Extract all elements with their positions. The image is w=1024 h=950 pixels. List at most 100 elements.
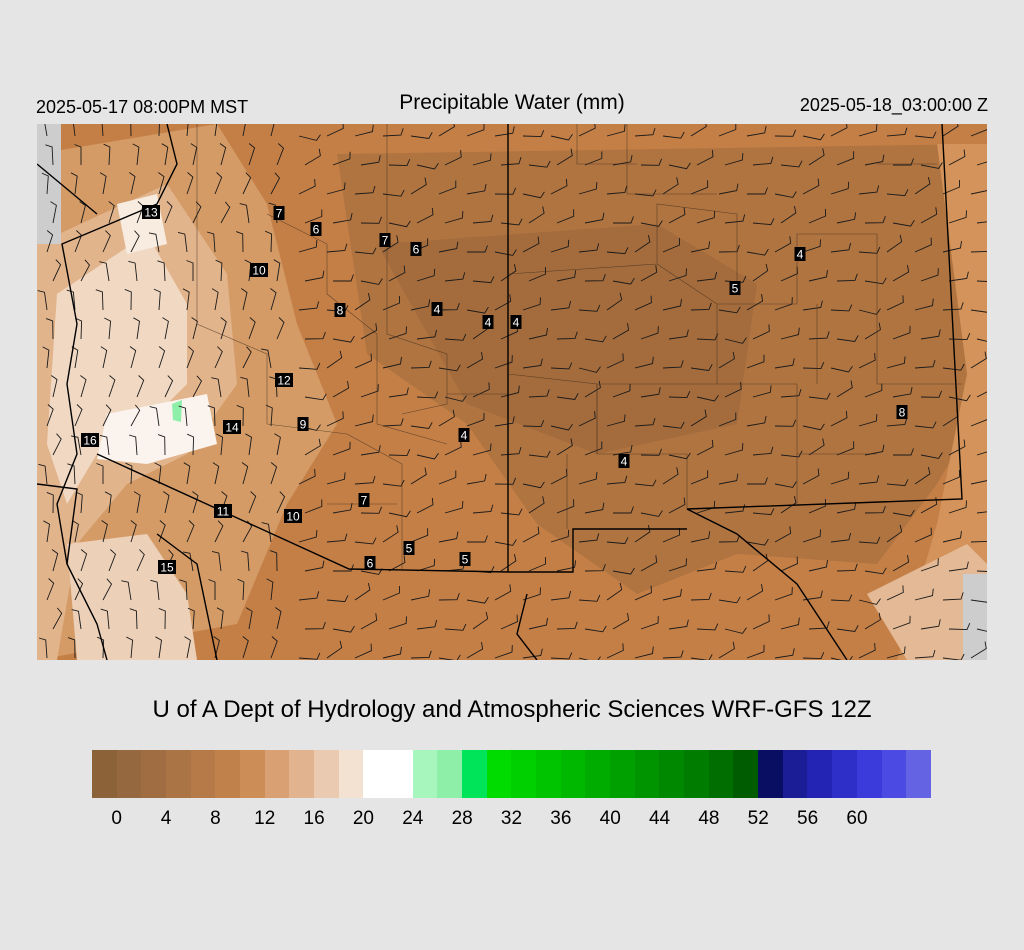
wind-barb	[360, 445, 381, 456]
wind-barb	[640, 555, 658, 572]
boundary-az-mexico	[96, 453, 687, 573]
wind-barb	[556, 209, 575, 224]
station-value: 6	[413, 243, 420, 257]
station-value: 8	[899, 406, 906, 420]
wind-barb	[746, 538, 769, 546]
wind-barb	[187, 607, 195, 630]
wind-barb	[556, 270, 577, 282]
wind-barb	[242, 636, 249, 659]
wind-barb	[150, 579, 160, 601]
colorbar-tick: 4	[160, 808, 172, 829]
wind-barb	[948, 271, 969, 282]
wind-barb	[836, 380, 853, 398]
wind-barb	[920, 619, 941, 630]
wind-barb	[718, 412, 737, 427]
wind-barb	[75, 317, 83, 340]
wind-barb	[864, 277, 887, 285]
station-value-box	[310, 222, 322, 236]
wind-barb	[668, 162, 691, 170]
wind-barb	[640, 510, 663, 517]
wind-barb	[747, 477, 768, 485]
wind-barb	[382, 525, 399, 543]
wind-barb	[97, 636, 105, 659]
wind-barb	[416, 391, 439, 399]
wind-barb	[920, 390, 943, 398]
wind-barb	[668, 497, 686, 514]
wind-barb	[326, 182, 346, 195]
wind-barb	[830, 594, 853, 602]
wind-barb	[780, 160, 803, 168]
wind-barb	[212, 462, 220, 485]
wind-barb	[970, 351, 987, 369]
wind-barb	[186, 260, 194, 281]
wind-barb	[718, 124, 737, 137]
wind-barb	[662, 588, 682, 601]
wind-barb	[528, 160, 551, 168]
wind-barb	[207, 405, 216, 427]
station-value: 9	[300, 418, 307, 432]
wind-barb	[500, 614, 518, 630]
wind-barb	[836, 502, 857, 514]
station-value-box	[431, 302, 443, 316]
wind-barb	[326, 595, 349, 603]
wind-barb	[836, 335, 859, 342]
county-line	[576, 124, 637, 165]
wind-barb	[830, 124, 848, 137]
wind-barb	[410, 299, 431, 311]
wind-barb	[438, 531, 459, 543]
station-value-box	[81, 433, 99, 447]
wind-barb	[410, 650, 432, 659]
wind-barb	[808, 621, 830, 630]
wind-barb	[242, 172, 252, 195]
wind-barb	[976, 451, 987, 456]
wind-barb	[164, 201, 173, 224]
wind-barb	[248, 143, 256, 166]
wind-barb	[382, 189, 405, 197]
wind-barb	[104, 491, 112, 514]
wind-barbs	[37, 124, 987, 660]
wind-barb	[668, 329, 689, 340]
wind-barb	[410, 589, 431, 601]
wind-barb	[101, 520, 108, 543]
wind-barb	[808, 269, 828, 282]
wind-barb	[46, 230, 54, 253]
wind-barb	[864, 383, 883, 398]
boundary-nm-tx-east	[686, 124, 963, 510]
wind-barb	[121, 580, 132, 601]
wind-barb	[326, 411, 344, 427]
wind-barb	[690, 531, 711, 543]
wind-barb	[472, 611, 489, 630]
wind-barb	[179, 579, 188, 601]
station-value: 15	[160, 561, 174, 575]
wind-barb	[802, 362, 825, 370]
colorbar-swatch	[856, 750, 882, 798]
wind-barb	[274, 433, 281, 456]
wind-barb	[74, 144, 82, 165]
wind-barb	[802, 423, 825, 431]
colorbar-tick: 16	[303, 808, 325, 829]
wind-barb	[410, 422, 433, 429]
wind-barb	[584, 273, 606, 282]
wind-barb	[129, 346, 137, 369]
wind-barb	[550, 652, 573, 660]
wind-barb	[522, 236, 540, 253]
wind-barb	[836, 212, 857, 224]
wind-barb	[634, 189, 657, 197]
wind-barb	[438, 124, 455, 137]
wind-barb	[528, 556, 547, 572]
wind-barb	[634, 127, 656, 137]
wind-barb	[382, 356, 402, 369]
station-value: 8	[337, 304, 344, 318]
wind-barb	[528, 327, 548, 340]
wind-barb	[690, 302, 712, 311]
wind-barb	[410, 467, 427, 485]
wind-barb	[42, 346, 50, 369]
wind-barb	[606, 292, 623, 311]
wind-barb	[612, 613, 630, 630]
wind-barb	[634, 295, 652, 311]
colorbar-swatch	[708, 750, 734, 798]
wind-barb	[216, 433, 224, 456]
wind-barb	[360, 216, 383, 224]
colorbar-tick: 24	[402, 808, 424, 829]
wind-barb	[892, 509, 915, 517]
